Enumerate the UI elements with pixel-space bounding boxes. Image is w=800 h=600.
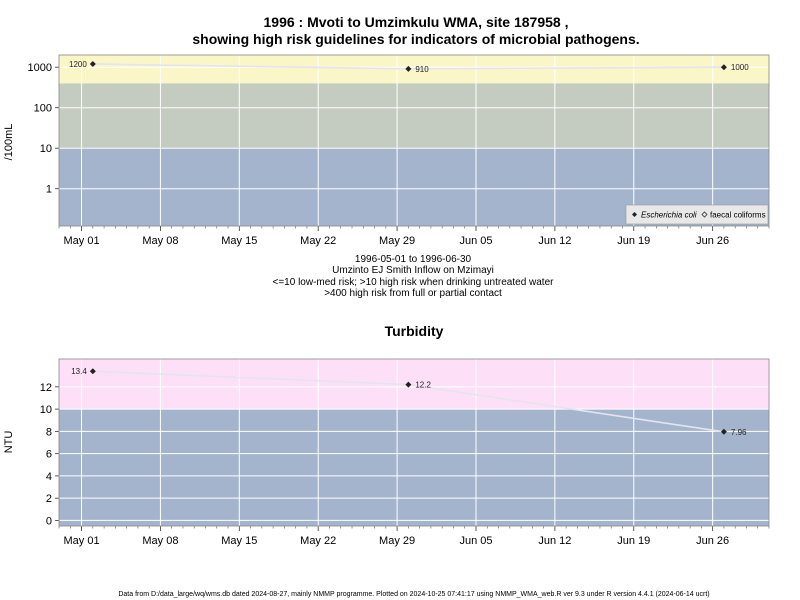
x-tick-label: May 01: [64, 235, 100, 247]
data-points: 13.4 12.2 7.96: [71, 367, 747, 437]
y-tick-label: 4: [46, 471, 52, 483]
data-point: [405, 381, 412, 388]
data-point: [405, 65, 412, 72]
y-axis: 1 10 100 1000: [28, 62, 59, 196]
risk-bands: [59, 55, 769, 226]
x-tick-label: May 15: [221, 535, 257, 547]
legend-marker-diamond-open: [701, 211, 708, 218]
x-tick-label: Jun 26: [696, 535, 729, 547]
x-axis: May 01 May 08 May 15 May 22 May 29 Jun 05 Jun …: [58, 226, 770, 247]
caption-date-range: 1996-05-01 to 1996-06-30: [355, 254, 472, 265]
data-points: 1200 910 1000: [69, 60, 749, 74]
x-tick-label: Jun 05: [459, 235, 492, 247]
x-tick-label: May 08: [142, 235, 178, 247]
turbidity-chart: 13.4 12.2 7.96 0 2 4 6 8 10 12 May 01 May 08 May 1…: [3, 358, 770, 547]
y-tick-label: 10: [40, 143, 52, 155]
legend-marker-diamond-filled: [632, 212, 637, 217]
y-tick-label: 6: [46, 449, 52, 461]
x-tick-label: Jun 12: [538, 535, 571, 547]
microbial-chart: 1200 910 1000 1 10 100 1000 May 01 May 08 May 1…: [3, 54, 770, 247]
chart-title-line1: 1996 : Mvoti to Umzimkulu WMA, site 1879…: [264, 14, 569, 30]
x-tick-label: May 15: [221, 235, 257, 247]
caption-contact-risk: >400 high risk from full or partial cont…: [324, 288, 502, 299]
data-label: 910: [415, 65, 429, 74]
y-tick-label: 12: [40, 382, 52, 394]
legend-entry-faecal-coliforms: faecal coliforms: [710, 211, 766, 220]
caption-site-name: Umzinto EJ Smith Inflow on Mzimayi: [332, 265, 494, 276]
plot-frame: [58, 54, 770, 227]
y-tick-label: 100: [34, 103, 52, 115]
risk-band-1: [59, 83, 769, 149]
risk-band-0: [59, 409, 769, 526]
x-tick-label: Jun 26: [696, 235, 729, 247]
legend: Escherichia coli faecal coliforms: [625, 204, 769, 225]
footer-note: Data from D:/data_large/wq/wms.db dated …: [118, 591, 709, 598]
legend-box: [625, 204, 769, 225]
data-label: 1200: [69, 60, 87, 69]
x-tick-label: May 22: [300, 235, 336, 247]
data-label: 1000: [731, 63, 749, 72]
y-tick-label: 0: [46, 515, 52, 527]
legend-entry-ecoli: Escherichia coli: [641, 211, 697, 220]
x-tick-label: May 29: [379, 535, 415, 547]
y-axis-label: /100mL: [3, 124, 15, 161]
x-tick-label: Jun 19: [617, 535, 650, 547]
data-point: [720, 428, 727, 435]
x-tick-label: Jun 19: [617, 235, 650, 247]
y-tick-label: 10: [40, 404, 52, 416]
y-tick-label: 8: [46, 426, 52, 438]
data-point: [720, 64, 727, 71]
x-tick-label: May 01: [64, 535, 100, 547]
risk-bands: [59, 359, 769, 526]
chart-title-line2: showing high risk guidelines for indicat…: [192, 31, 639, 47]
gridlines: [59, 359, 769, 526]
x-tick-label: Jun 12: [538, 235, 571, 247]
data-point: [89, 60, 96, 67]
risk-band-1: [59, 359, 769, 410]
data-label: 7.96: [731, 428, 747, 437]
x-tick-label: May 29: [379, 235, 415, 247]
x-tick-label: May 08: [142, 535, 178, 547]
y-axis-label: NTU: [3, 431, 15, 454]
y-axis: 0 2 4 6 8 10 12: [40, 382, 59, 527]
x-tick-label: May 22: [300, 535, 336, 547]
x-axis: May 01 May 08 May 15 May 22 May 29 Jun 05 Jun …: [58, 526, 770, 547]
x-tick-label: Jun 05: [459, 535, 492, 547]
y-tick-label: 1: [46, 184, 52, 196]
caption-drinking-risk: <=10 low-med risk; >10 high risk when dr…: [273, 277, 555, 288]
turbidity-title: Turbidity: [385, 323, 444, 339]
plot-frame: [58, 358, 770, 527]
data-label: 13.4: [71, 367, 87, 376]
data-label: 12.2: [415, 381, 431, 390]
y-tick-label: 2: [46, 493, 52, 505]
data-point: [89, 368, 96, 375]
y-tick-label: 1000: [28, 62, 52, 74]
